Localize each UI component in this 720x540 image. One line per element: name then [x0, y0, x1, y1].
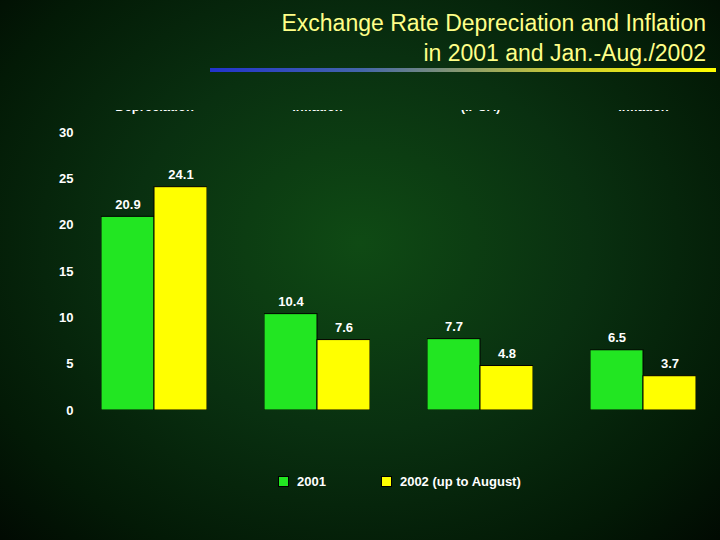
- svg-text:Market PricesInflation: Market PricesInflation: [601, 110, 686, 114]
- svg-text:0: 0: [66, 403, 73, 418]
- svg-text:Exchange RateDepreciation: Exchange RateDepreciation: [108, 110, 201, 114]
- svg-text:30: 30: [59, 125, 73, 140]
- html-text:2001: 2001: [297, 474, 326, 489]
- svg-text:24.1: 24.1: [168, 167, 193, 182]
- svg-text:4.8: 4.8: [498, 346, 516, 361]
- svg-text:20: 20: [59, 217, 73, 232]
- svg-text:7.6: 7.6: [335, 320, 353, 335]
- html-text:2002 (up to August): 2002 (up to August): [399, 474, 521, 489]
- svg-text:7.7: 7.7: [445, 319, 463, 334]
- svg-text:10.4: 10.4: [278, 294, 304, 309]
- svg-text:20.9: 20.9: [115, 197, 140, 212]
- svg-text:Administered PricesInflation: Administered PricesInflation: [255, 110, 381, 114]
- svg-text:10: 10: [59, 310, 73, 325]
- svg-text:Inflation Rate(IPCA): Inflation Rate(IPCA): [439, 110, 521, 114]
- svg-text:5: 5: [66, 356, 73, 371]
- html-text:Exchange Rate Depreciation and: Exchange Rate Depreciation and Inflation…: [281, 10, 706, 66]
- svg-text:15: 15: [59, 264, 73, 279]
- svg-text:25: 25: [59, 171, 73, 186]
- svg-text:6.5: 6.5: [608, 330, 626, 345]
- svg-text:3.7: 3.7: [661, 356, 679, 371]
